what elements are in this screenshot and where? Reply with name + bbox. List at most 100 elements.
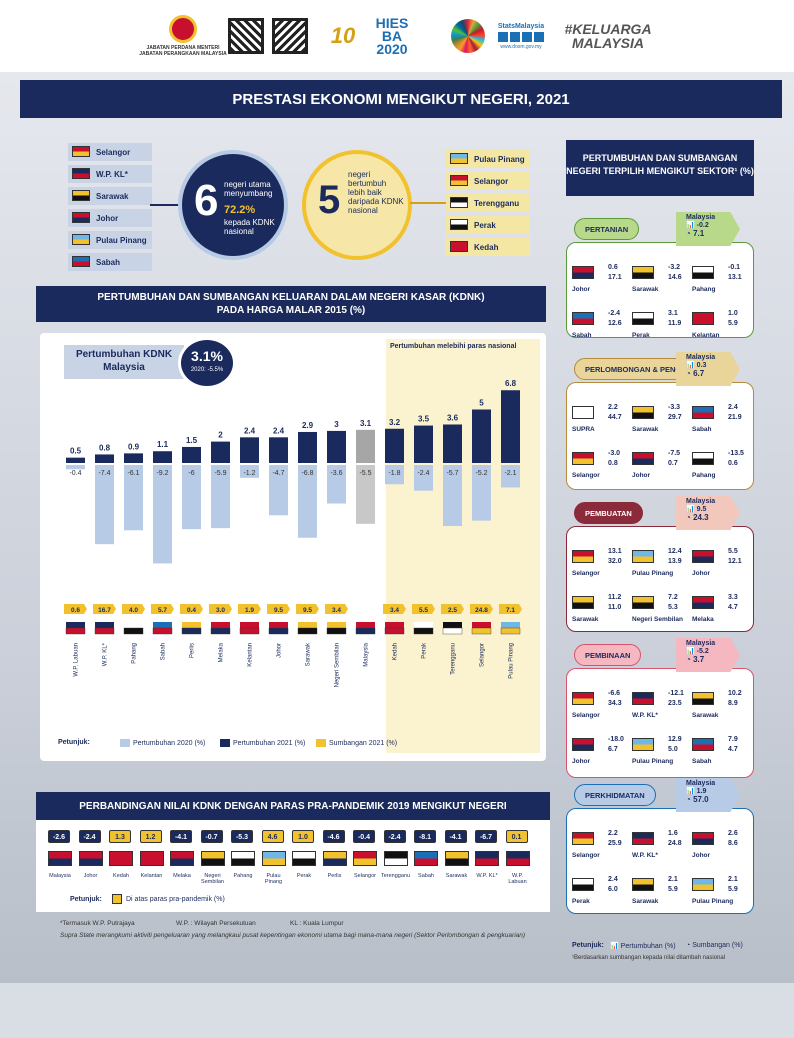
malaysia-sector-value: Malaysia 📊 1.9 ◔ 57.0 <box>676 778 740 812</box>
sector-state-item: 2.1 5.9 Sarawak <box>632 876 678 905</box>
label-2021: 3.1 <box>360 419 372 428</box>
flag-icon <box>356 622 375 628</box>
top6-state-item: Selangor <box>68 143 152 161</box>
bar-2020 <box>153 465 172 564</box>
qr-code-icon[interactable] <box>270 12 310 60</box>
flag-icon <box>72 146 90 157</box>
sector-state-item: 13.1 32.0 Selangor <box>572 548 622 577</box>
sector-state-item: 2.2 25.9 Selangor <box>572 830 622 859</box>
flag-icon <box>72 212 90 223</box>
label-2021: 2.9 <box>302 421 314 430</box>
sector-state-item: 2.6 8.6 Johor <box>692 830 738 859</box>
sector-state-item: 5.5 12.1 Johor <box>692 548 742 577</box>
flag-icon <box>692 452 714 465</box>
bar-2020 <box>182 465 201 530</box>
bar-2020 <box>66 465 85 470</box>
contribution-badge <box>93 604 116 614</box>
top5-state-item: Kedah <box>446 238 530 256</box>
sector-label: PEMBINAAN <box>574 644 642 666</box>
flag-icon <box>572 596 594 609</box>
flag-icon <box>444 851 469 866</box>
flag-icon <box>443 622 462 628</box>
flag-icon <box>385 622 404 628</box>
flag-icon <box>200 851 225 866</box>
flag-icon <box>692 596 714 609</box>
pandemic-state: Sabah <box>418 873 434 879</box>
pandemic-item: -5.3 Pahang <box>231 830 259 890</box>
bar-2021 <box>153 451 172 463</box>
contribution-badge <box>441 604 464 614</box>
flag-icon <box>182 622 201 628</box>
category-label: Pahang <box>132 643 138 664</box>
label-2021: 3.5 <box>418 415 430 424</box>
sector-box <box>566 242 754 338</box>
pandemic-value: -4.6 <box>322 830 345 843</box>
legend-item-2020: Pertumbuhan 2020 (%) <box>120 739 205 747</box>
category-label: Negeri Sembilan <box>335 643 341 687</box>
sector-state-item: -13.5 0.6 Pahang <box>692 450 744 479</box>
sector-state-item: 1.6 24.8 W.P. KL* <box>632 830 682 859</box>
sector-state-item: 7.2 5.3 Negeri Sembilan <box>632 594 683 623</box>
above-national-note: Pertumbuhan melebihi paras nasional <box>390 343 517 350</box>
pandemic-item: -2.4 Johor <box>78 830 107 890</box>
flag-icon <box>72 190 90 201</box>
sector-label: PERTANIAN <box>574 218 640 240</box>
label-2020: -2.4 <box>417 470 429 477</box>
flag-icon <box>211 622 230 628</box>
pandemic-item: -2.6 Malaysia <box>48 830 76 890</box>
bar-2020 <box>414 465 433 491</box>
flag-icon <box>450 219 468 230</box>
label-2021: 0.5 <box>70 447 82 456</box>
pandemic-state: Sarawak <box>445 873 468 879</box>
label-2020: -9.2 <box>156 470 168 477</box>
flag-icon <box>632 692 654 705</box>
bar-2021 <box>414 425 433 463</box>
label-contribution: 5.7 <box>158 607 167 614</box>
top5-state-item: Selangor <box>446 172 530 190</box>
pandemic-item: -2.4 Terengganu <box>380 830 412 890</box>
sector-state-item: 2.1 5.9 Pulau Pinang <box>692 876 738 905</box>
sector-state-item: 12.9 5.0 Pulau Pinang <box>632 736 682 765</box>
sector-label: PEMBUATAN <box>574 502 643 524</box>
flag-icon <box>632 266 654 279</box>
flag-icon <box>632 596 654 609</box>
pandemic-value: -4.1 <box>170 830 192 843</box>
sector-box <box>566 668 754 778</box>
label-2021: 3.2 <box>389 418 401 427</box>
legend-item-2021: Pertumbuhan 2021 (%) <box>220 739 305 747</box>
flag-icon <box>231 851 255 866</box>
legend-title: Petunjuk: <box>58 739 90 746</box>
note-kl: KL : Kuala Lumpur <box>290 920 344 927</box>
pandemic-state: Terengganu <box>380 873 411 879</box>
sector-legend-title: Petunjuk: <box>572 942 604 949</box>
flag-icon <box>500 627 521 635</box>
qr-code-icon[interactable] <box>226 12 266 60</box>
sector-state-item: -3.0 0.8 Selangor <box>572 450 621 479</box>
sector-state-item: 3.3 4.7 Melaka <box>692 594 738 623</box>
flag-icon <box>292 851 316 866</box>
label-2021: 3 <box>334 420 339 429</box>
pandemic-legend: Di atas paras pra-pandemik (%) <box>112 894 225 904</box>
sector-state-item: 2.4 21.9 Sabah <box>692 404 742 433</box>
pandemic-value: 1.3 <box>109 830 131 843</box>
label-contribution: 5.5 <box>419 607 428 614</box>
label-2021: 1.1 <box>157 440 169 449</box>
top6-state-item: Pulau Pinang <box>68 231 152 249</box>
category-label: Pulau Pinang <box>509 643 515 679</box>
label-2020: -5.7 <box>446 470 458 477</box>
page-title: PRESTASI EKONOMI MENGIKUT NEGERI, 2021 <box>20 80 782 118</box>
stats-malaysia-logo: StatsMalaysia www.dosm.gov.my <box>497 22 545 50</box>
flag-icon <box>475 851 499 866</box>
pandemic-item: -4.1 Sarawak <box>444 830 473 890</box>
top6-state-item: Sabah <box>68 253 152 271</box>
label-2020: -5.2 <box>475 470 487 477</box>
label-contribution: 3.4 <box>390 607 399 614</box>
pandemic-value: 1.0 <box>292 830 314 843</box>
sector-panel: PERTANIAN Malaysia 📊 -0.2 ◔ 7.1 0.6 17.1 J… <box>566 212 754 1038</box>
bar-2020 <box>327 465 346 504</box>
flag-icon <box>239 627 260 635</box>
pandemic-value: -2.4 <box>78 830 101 843</box>
label-2020: -0.4 <box>69 470 81 477</box>
bar-2021 <box>95 454 114 463</box>
bar-2020 <box>211 465 230 529</box>
